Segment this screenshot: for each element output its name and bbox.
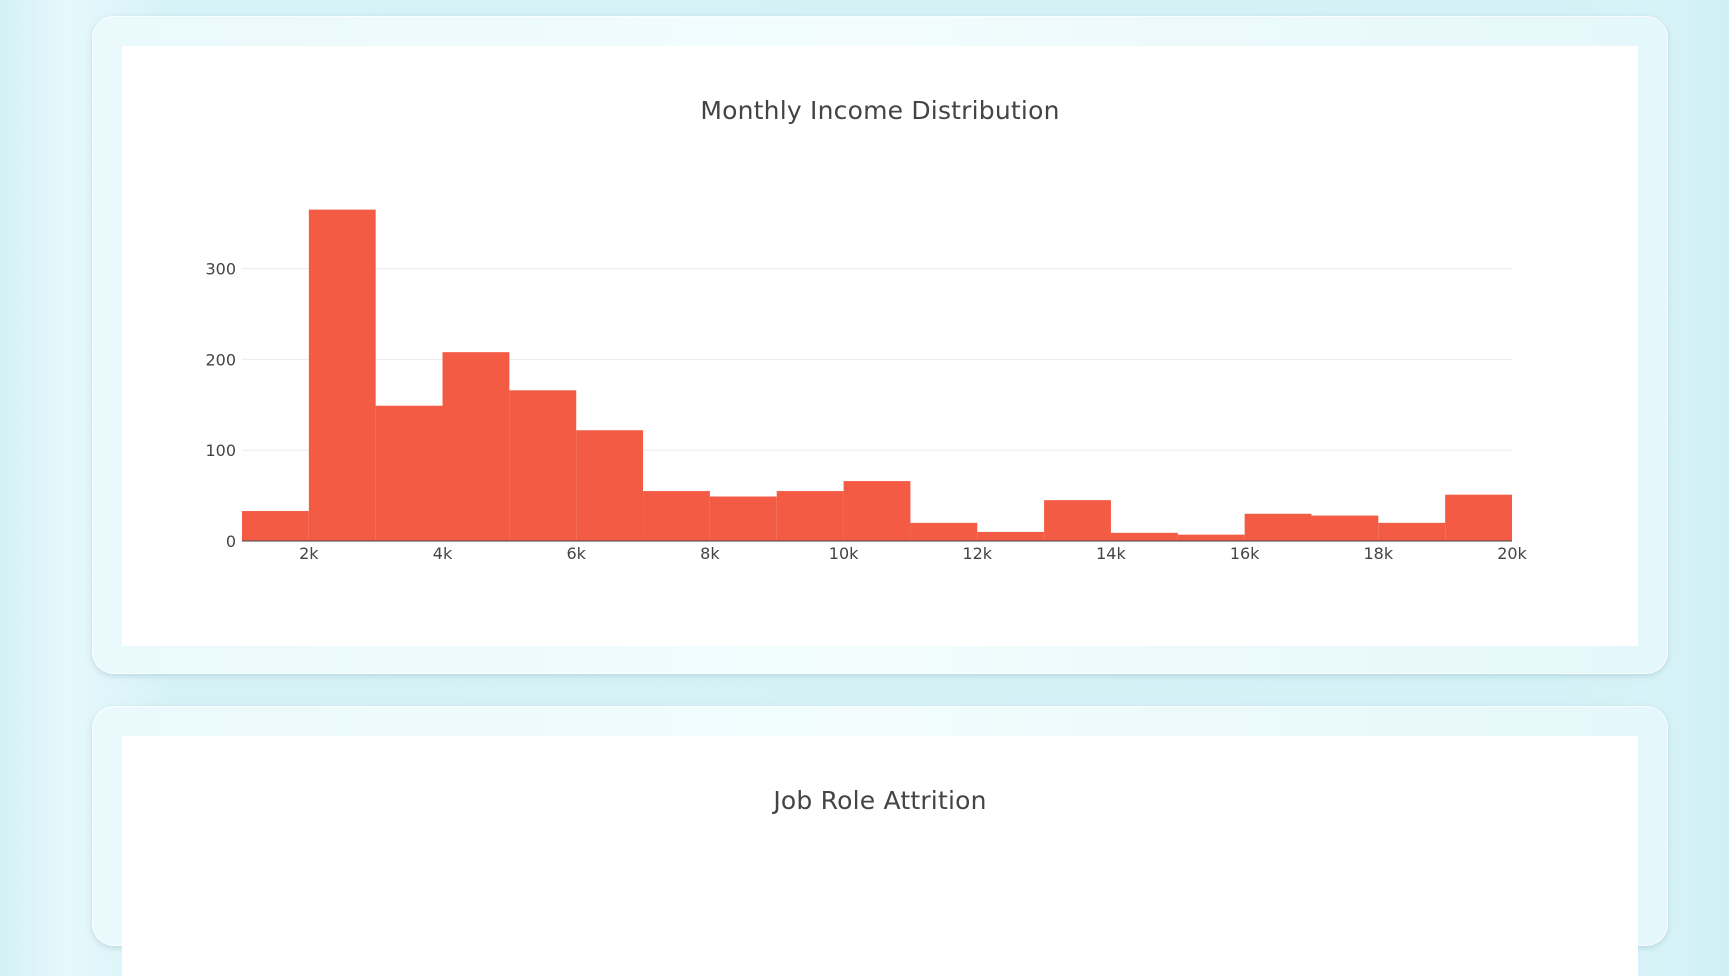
histogram-bar[interactable] bbox=[308, 209, 376, 542]
x-tick-label: 6k bbox=[566, 544, 586, 563]
y-tick-label: 300 bbox=[205, 260, 236, 279]
histogram-bar[interactable] bbox=[1378, 522, 1446, 541]
histogram-bars bbox=[242, 209, 1512, 542]
y-tick-label: 0 bbox=[226, 532, 236, 551]
histogram-bar[interactable] bbox=[776, 491, 844, 541]
histogram-bar[interactable] bbox=[1445, 494, 1512, 541]
histogram-bar[interactable] bbox=[709, 496, 777, 541]
histogram-bar[interactable] bbox=[1044, 500, 1111, 541]
histogram-bar[interactable] bbox=[442, 352, 510, 541]
histogram-bar[interactable] bbox=[910, 522, 978, 541]
income-histogram: 0 100 200 300 2k 4k 6k 8k 10k 12k 14k 16k 18k 20k bbox=[205, 209, 1528, 563]
x-tick-label: 4k bbox=[433, 544, 453, 563]
histogram-bar[interactable] bbox=[977, 531, 1045, 541]
y-tick-label: 100 bbox=[205, 441, 236, 460]
histogram-bar[interactable] bbox=[643, 491, 710, 541]
x-tick-label: 8k bbox=[700, 544, 720, 563]
x-tick-label: 14k bbox=[1096, 544, 1126, 563]
job-role-chart-card: Job Role Attrition bbox=[92, 706, 1668, 976]
histogram-bar[interactable] bbox=[1110, 532, 1178, 541]
histogram-bar[interactable] bbox=[1244, 513, 1312, 541]
histogram-bar[interactable] bbox=[576, 430, 644, 541]
y-tick-labels: 0 100 200 300 bbox=[205, 260, 236, 551]
x-tick-label: 20k bbox=[1497, 544, 1527, 563]
y-tick-label: 200 bbox=[205, 350, 236, 369]
income-chart-title: Monthly Income Distribution bbox=[700, 96, 1060, 125]
x-tick-label: 16k bbox=[1230, 544, 1260, 563]
x-tick-label: 18k bbox=[1364, 544, 1394, 563]
histogram-bar[interactable] bbox=[1177, 534, 1245, 541]
histogram-bar[interactable] bbox=[242, 511, 309, 541]
income-chart-card: Monthly Income Distribution 0 100 200 300 2… bbox=[92, 16, 1668, 674]
job-role-chart-plot: Job Role Attrition bbox=[122, 736, 1638, 976]
income-chart-plot: Monthly Income Distribution 0 100 200 300 2… bbox=[122, 46, 1638, 646]
x-tick-label: 12k bbox=[962, 544, 992, 563]
x-tick-label: 2k bbox=[299, 544, 319, 563]
histogram-bar[interactable] bbox=[843, 481, 911, 541]
x-tick-labels: 2k 4k 6k 8k 10k 12k 14k 16k 18k 20k bbox=[299, 544, 1527, 563]
histogram-bar[interactable] bbox=[375, 405, 443, 541]
histogram-bar[interactable] bbox=[1311, 515, 1379, 541]
histogram-bar[interactable] bbox=[509, 390, 577, 541]
x-tick-label: 10k bbox=[829, 544, 859, 563]
job-role-chart-title: Job Role Attrition bbox=[773, 786, 987, 815]
